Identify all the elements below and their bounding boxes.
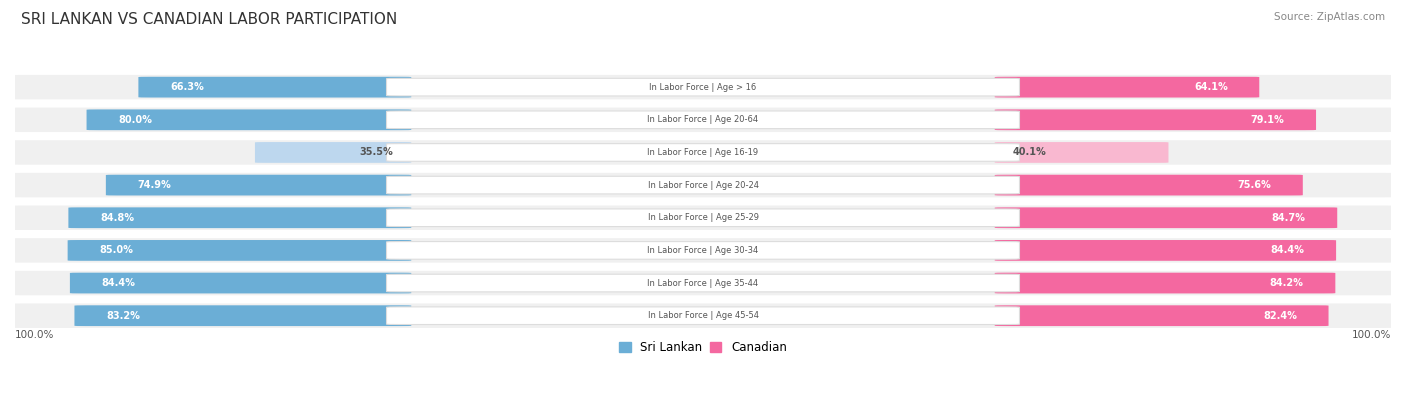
FancyBboxPatch shape <box>387 176 1019 194</box>
Text: 84.8%: 84.8% <box>100 213 134 223</box>
FancyBboxPatch shape <box>994 109 1316 130</box>
Text: 40.1%: 40.1% <box>1012 147 1046 158</box>
FancyBboxPatch shape <box>387 78 1019 96</box>
FancyBboxPatch shape <box>1 75 1405 100</box>
FancyBboxPatch shape <box>994 273 1336 293</box>
Text: 64.1%: 64.1% <box>1194 82 1227 92</box>
FancyBboxPatch shape <box>1 140 1405 165</box>
Text: 35.5%: 35.5% <box>360 147 394 158</box>
Text: In Labor Force | Age 25-29: In Labor Force | Age 25-29 <box>648 213 758 222</box>
FancyBboxPatch shape <box>75 305 412 326</box>
Text: 84.2%: 84.2% <box>1270 278 1303 288</box>
FancyBboxPatch shape <box>1 107 1405 132</box>
FancyBboxPatch shape <box>69 207 412 228</box>
Text: 84.4%: 84.4% <box>1271 245 1305 256</box>
Text: 100.0%: 100.0% <box>1351 330 1391 340</box>
Text: 74.9%: 74.9% <box>138 180 172 190</box>
FancyBboxPatch shape <box>1 205 1405 230</box>
FancyBboxPatch shape <box>105 175 412 196</box>
FancyBboxPatch shape <box>387 144 1019 161</box>
FancyBboxPatch shape <box>138 77 412 98</box>
Text: 83.2%: 83.2% <box>105 311 141 321</box>
Text: 84.4%: 84.4% <box>101 278 135 288</box>
Text: SRI LANKAN VS CANADIAN LABOR PARTICIPATION: SRI LANKAN VS CANADIAN LABOR PARTICIPATI… <box>21 12 398 27</box>
Text: Source: ZipAtlas.com: Source: ZipAtlas.com <box>1274 12 1385 22</box>
Text: 100.0%: 100.0% <box>15 330 55 340</box>
Text: In Labor Force | Age 35-44: In Labor Force | Age 35-44 <box>647 278 759 288</box>
FancyBboxPatch shape <box>67 240 412 261</box>
FancyBboxPatch shape <box>254 142 412 163</box>
Text: 84.7%: 84.7% <box>1271 213 1306 223</box>
Text: In Labor Force | Age > 16: In Labor Force | Age > 16 <box>650 83 756 92</box>
Text: In Labor Force | Age 45-54: In Labor Force | Age 45-54 <box>648 311 758 320</box>
Text: In Labor Force | Age 16-19: In Labor Force | Age 16-19 <box>647 148 759 157</box>
FancyBboxPatch shape <box>387 274 1019 292</box>
FancyBboxPatch shape <box>387 307 1019 325</box>
FancyBboxPatch shape <box>994 142 1168 163</box>
FancyBboxPatch shape <box>387 242 1019 259</box>
Text: In Labor Force | Age 30-34: In Labor Force | Age 30-34 <box>647 246 759 255</box>
FancyBboxPatch shape <box>994 77 1260 98</box>
Legend: Sri Lankan, Canadian: Sri Lankan, Canadian <box>614 337 792 359</box>
FancyBboxPatch shape <box>387 209 1019 227</box>
FancyBboxPatch shape <box>994 175 1303 196</box>
FancyBboxPatch shape <box>387 111 1019 129</box>
FancyBboxPatch shape <box>70 273 412 293</box>
Text: In Labor Force | Age 20-64: In Labor Force | Age 20-64 <box>647 115 759 124</box>
FancyBboxPatch shape <box>1 173 1405 198</box>
FancyBboxPatch shape <box>87 109 412 130</box>
Text: 80.0%: 80.0% <box>118 115 152 125</box>
Text: In Labor Force | Age 20-24: In Labor Force | Age 20-24 <box>648 181 758 190</box>
Text: 82.4%: 82.4% <box>1263 311 1296 321</box>
FancyBboxPatch shape <box>994 305 1329 326</box>
Text: 85.0%: 85.0% <box>100 245 134 256</box>
FancyBboxPatch shape <box>994 207 1337 228</box>
Text: 66.3%: 66.3% <box>170 82 204 92</box>
FancyBboxPatch shape <box>994 240 1336 261</box>
FancyBboxPatch shape <box>1 238 1405 263</box>
Text: 79.1%: 79.1% <box>1251 115 1285 125</box>
FancyBboxPatch shape <box>1 271 1405 295</box>
FancyBboxPatch shape <box>1 303 1405 328</box>
Text: 75.6%: 75.6% <box>1237 180 1271 190</box>
